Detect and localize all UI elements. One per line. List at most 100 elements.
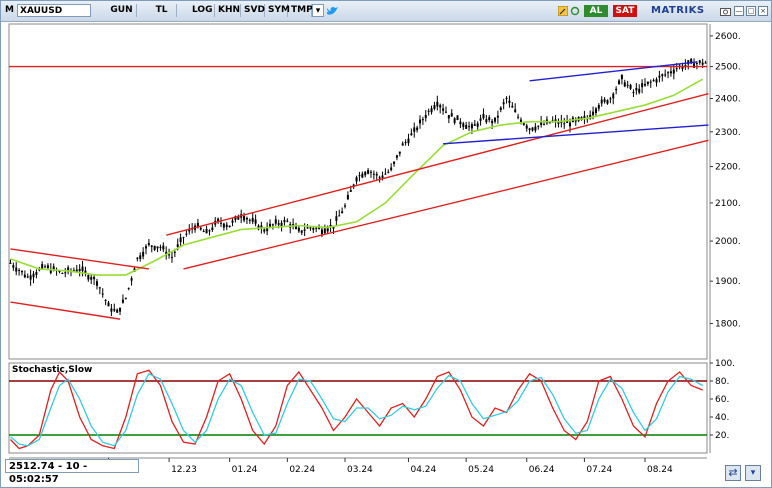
camera-icon[interactable]	[720, 6, 731, 16]
price-bar-body	[626, 84, 629, 86]
price-bar-body	[505, 97, 508, 99]
price-bar-body	[110, 308, 113, 312]
price-bar-body	[488, 117, 491, 120]
menu-m-button[interactable]: M	[5, 5, 14, 15]
scroll-sync-icon[interactable]: ⇄	[725, 465, 741, 481]
buy-button[interactable]: AL	[584, 5, 608, 17]
price-bar-body	[346, 195, 349, 200]
price-bar-body	[690, 59, 693, 64]
price-bar-body	[170, 256, 173, 258]
price-bar-body	[145, 246, 148, 249]
price-bar-body	[566, 120, 569, 123]
close-icon[interactable]: ×	[758, 6, 768, 16]
price-bar-body	[427, 110, 430, 112]
period-button[interactable]: GUN	[107, 4, 137, 17]
tool-tmp-button[interactable]: TMP	[288, 4, 313, 17]
price-bar-body	[225, 224, 228, 227]
price-bar-body	[20, 270, 23, 273]
price-bar-body	[320, 229, 323, 235]
price-bar-body	[188, 229, 191, 232]
scale-button[interactable]: LOG	[189, 4, 215, 17]
price-bar-body	[534, 126, 537, 131]
price-bar-body	[61, 272, 64, 274]
currency-button[interactable]: TL	[147, 4, 177, 17]
price-bar-body	[643, 83, 646, 86]
price-bar-body	[309, 227, 312, 229]
price-bar-body	[136, 257, 139, 259]
price-bar-body	[228, 225, 231, 228]
price-bar-body	[231, 220, 234, 223]
price-bar-body	[522, 122, 525, 125]
price-bar-body	[237, 217, 240, 220]
price-bar-body	[266, 227, 269, 232]
x-tick-label: 03.24	[347, 465, 373, 475]
tool-sym-button[interactable]: SYM	[265, 4, 290, 17]
price-bar-body	[139, 255, 142, 260]
price-bar-body	[58, 270, 61, 272]
sell-button[interactable]: SAT	[613, 5, 637, 17]
price-bar-body	[179, 237, 182, 243]
maximize-icon[interactable]: □	[746, 6, 756, 16]
tool-svd-button[interactable]: SVD	[241, 4, 265, 17]
price-bar-body	[695, 63, 698, 65]
price-bar-body	[543, 124, 546, 126]
price-bar-body	[81, 266, 84, 271]
price-bar-body	[704, 62, 707, 64]
price-bar-body	[563, 123, 566, 125]
price-bar-body	[476, 123, 479, 127]
price-bar-body	[693, 63, 696, 68]
stoch-y-tick-label: 100.	[715, 359, 735, 369]
price-y-tick-label: 1900.	[715, 277, 741, 287]
twitter-icon[interactable]	[327, 6, 338, 16]
price-bar-body	[113, 309, 116, 311]
channel-lower-line	[183, 139, 709, 270]
price-bar-body	[90, 277, 93, 280]
price-bar-body	[615, 88, 618, 91]
stochastic-title: Stochastic,Slow	[12, 365, 92, 375]
price-bar-body	[116, 309, 119, 313]
symbol-input[interactable]: XAUUSD	[17, 4, 91, 17]
price-bar-body	[23, 274, 26, 278]
price-bar-body	[344, 205, 347, 207]
price-bar-body	[46, 265, 49, 268]
refresh-icon[interactable]	[570, 6, 580, 16]
price-bar-body	[439, 105, 442, 108]
edit-icon[interactable]	[558, 6, 568, 16]
price-bar-body	[211, 227, 214, 231]
price-bar-body	[245, 217, 248, 220]
price-bar-body	[127, 287, 130, 289]
price-bar-body	[664, 74, 667, 76]
price-bar-body	[326, 227, 329, 232]
price-bar-body	[502, 102, 505, 105]
price-bar-body	[485, 119, 488, 123]
falling-lower-line	[10, 301, 121, 320]
price-bar-body	[658, 75, 661, 78]
price-bar-body	[93, 276, 96, 280]
down-arrow-icon[interactable]: ▾	[312, 4, 324, 17]
price-bar-body	[646, 81, 649, 84]
price-bar-body	[263, 229, 266, 232]
price-bar-body	[338, 215, 341, 217]
price-bar-body	[234, 216, 237, 220]
price-y-tick-label: 2400.	[715, 95, 741, 105]
price-bar-body	[390, 167, 393, 171]
price-bar-body	[367, 170, 370, 174]
price-bar-body	[528, 128, 531, 130]
price-bar-body	[638, 88, 641, 93]
scroll-down-icon[interactable]: ▾	[745, 465, 761, 481]
x-tick-label: 04.24	[410, 465, 436, 475]
chart-canvas[interactable]: 1800. 1900. 2000. 2100. 2200. 2300. 2400. 2500.…	[1, 22, 771, 487]
price-bar-body	[473, 124, 476, 126]
price-bar-body	[384, 173, 387, 175]
price-bar-body	[269, 223, 272, 227]
falling-upper-line	[10, 248, 149, 270]
minimize-icon[interactable]: —	[734, 6, 744, 16]
price-bar-body	[312, 227, 315, 230]
price-bar-body	[436, 101, 439, 107]
price-bar-body	[182, 237, 185, 239]
price-y-tick-label: 1800.	[715, 319, 741, 329]
price-bar-body	[603, 99, 606, 102]
tool-khn-button[interactable]: KHN	[215, 4, 241, 17]
price-bar-body	[609, 98, 612, 100]
